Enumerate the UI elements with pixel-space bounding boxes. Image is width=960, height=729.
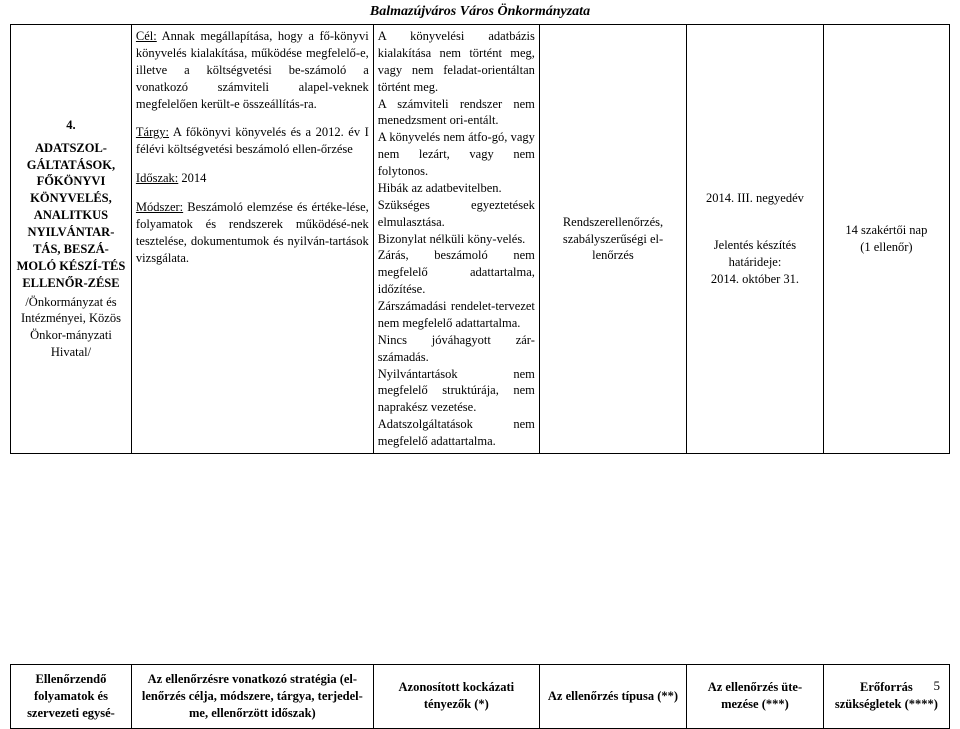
- header-col6: Erőforrás szükségletek (****): [823, 664, 949, 728]
- resources-days: 14 szakértői nap: [828, 222, 945, 239]
- main-table: 4. ADATSZOL-GÁLTATÁSOK, FŐKÖNYVI KÖNYVEL…: [10, 24, 950, 454]
- cell-subject: 4. ADATSZOL-GÁLTATÁSOK, FŐKÖNYVI KÖNYVEL…: [11, 25, 132, 454]
- idoszak-text: 2014: [178, 171, 206, 185]
- header-col1: Ellenőrzendő folyamatok és szervezeti eg…: [11, 664, 132, 728]
- modszer-label: Módszer:: [136, 200, 183, 214]
- table-header-row: Ellenőrzendő folyamatok és szervezeti eg…: [11, 664, 950, 728]
- page-header-title: Balmazújváros Város Önkormányzata: [0, 0, 960, 24]
- strategy-targy: Tárgy: A főkönyvi könyvelés és a 2012. é…: [136, 124, 369, 158]
- header-col2: Az ellenőrzésre vonatkozó stratégia (el-…: [131, 664, 373, 728]
- subject-title: ADATSZOL-GÁLTATÁSOK, FŐKÖNYVI KÖNYVELÉS,…: [15, 140, 127, 292]
- table-row: 4. ADATSZOL-GÁLTATÁSOK, FŐKÖNYVI KÖNYVEL…: [11, 25, 950, 454]
- header-table: Ellenőrzendő folyamatok és szervezeti eg…: [10, 664, 950, 729]
- schedule-deadline: Jelentés készítés határideje: 2014. októ…: [691, 237, 819, 288]
- cel-text: Annak megállapítása, hogy a fő-könyvi kö…: [136, 29, 369, 111]
- targy-text: A főkönyvi könyvelés és a 2012. év I fél…: [136, 125, 369, 156]
- strategy-idoszak: Időszak: 2014: [136, 170, 369, 187]
- page-number: 5: [934, 678, 941, 694]
- cell-schedule: 2014. III. negyedév Jelentés készítés ha…: [687, 25, 824, 454]
- targy-label: Tárgy:: [136, 125, 169, 139]
- cell-strategy: Cél: Annak megállapítása, hogy a fő-köny…: [131, 25, 373, 454]
- strategy-modszer: Módszer: Beszámoló elemzése és értéke-lé…: [136, 199, 369, 267]
- cell-type: Rendszerellenőrzés, szabályszerűségi el-…: [539, 25, 686, 454]
- schedule-period: 2014. III. negyedév: [691, 190, 819, 207]
- header-col4: Az ellenőrzés típusa (**): [539, 664, 686, 728]
- cell-risks: A könyvelési adatbázis kialakítása nem t…: [373, 25, 539, 454]
- resources-reviewers: (1 ellenőr): [828, 239, 945, 256]
- header-col3: Azonosított kockázati tényezők (*): [373, 664, 539, 728]
- header-col5: Az ellenőrzés üte-mezése (***): [687, 664, 824, 728]
- idoszak-label: Időszak:: [136, 171, 178, 185]
- cell-resources: 14 szakértői nap (1 ellenőr): [823, 25, 949, 454]
- row-number: 4.: [15, 117, 127, 134]
- cel-label: Cél:: [136, 29, 157, 43]
- strategy-cel: Cél: Annak megállapítása, hogy a fő-köny…: [136, 28, 369, 112]
- subject-subtitle: /Önkormányzat és Intézményei, Közös Önko…: [15, 294, 127, 362]
